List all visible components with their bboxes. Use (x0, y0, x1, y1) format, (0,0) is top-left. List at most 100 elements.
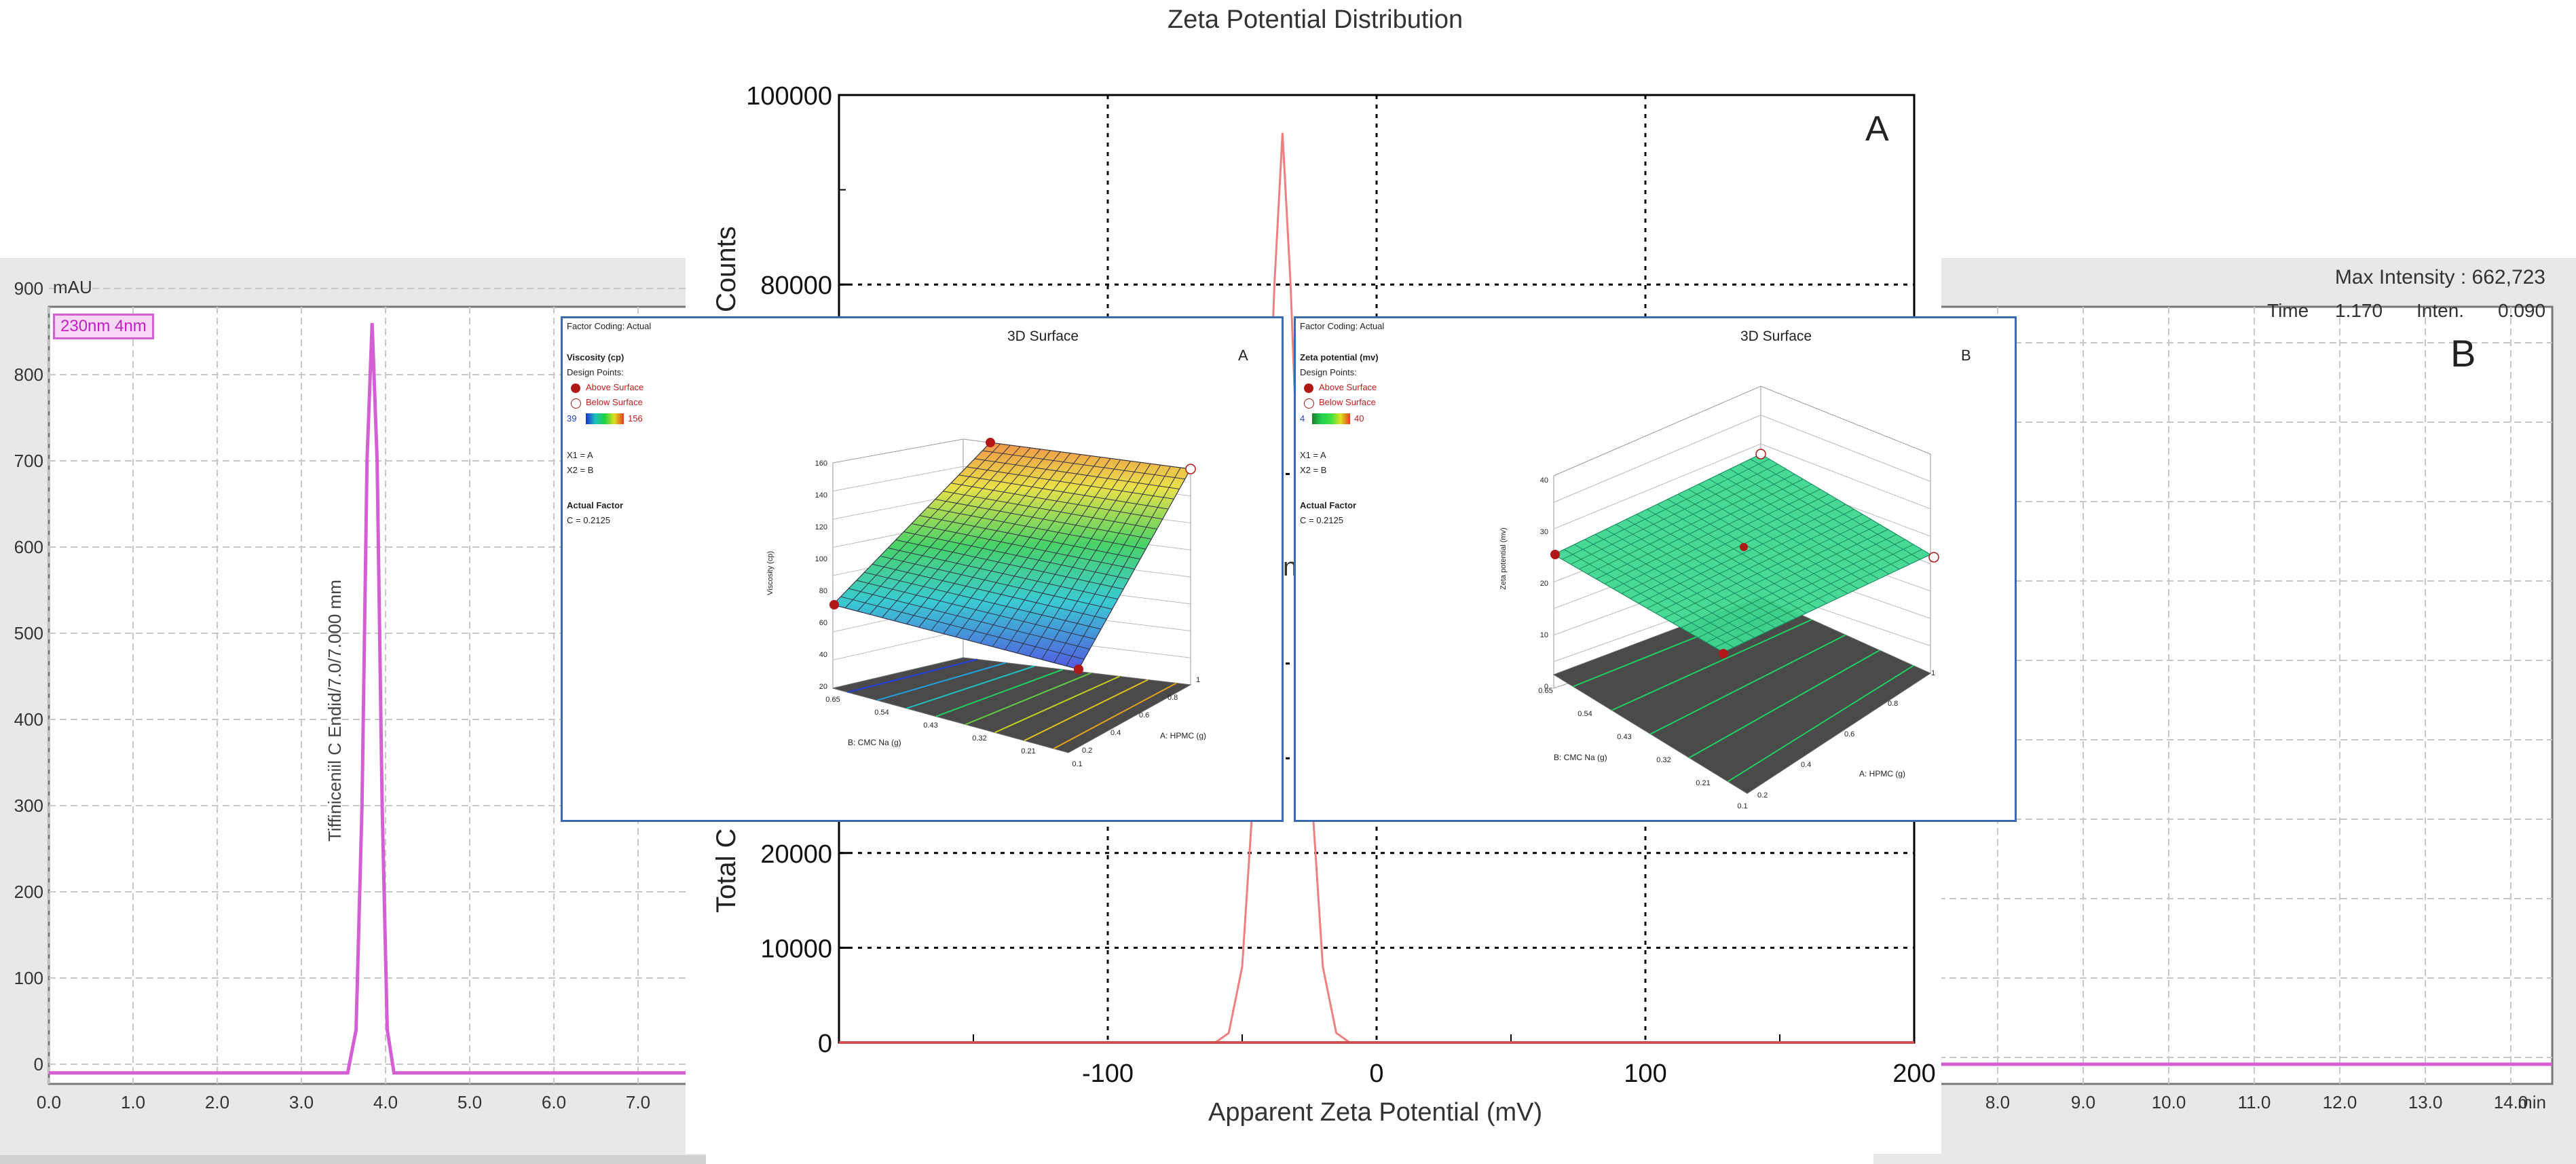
surface-b-factor-coding: Factor Coding: Actual (1300, 321, 1385, 331)
hplc-left-y-tick-label: 500 (14, 623, 43, 643)
surface-a-wall-gridline (832, 630, 964, 660)
hplc-left-y-tick-label: 300 (14, 795, 43, 816)
surface-b-mesh-line (1740, 464, 1910, 565)
surface-b-a-tick-label: 0.8 (1888, 700, 1898, 708)
surface-a-mesh-line (967, 457, 1101, 641)
surface-b-mesh-line (1750, 458, 1921, 560)
surface-a-z-tick-label: 60 (819, 619, 827, 627)
surface-b-a-tick-label: 1 (1931, 669, 1935, 677)
surface-a-a-tick-label: 0.6 (1139, 711, 1149, 719)
surface-b-mesh-line (1719, 474, 1890, 575)
surface-b-contour-line (1650, 634, 1846, 735)
hplc-left-y-tick-label: 200 (14, 882, 43, 902)
surface-b-z-tick-label: 40 (1540, 476, 1548, 485)
surface-a-mesh-line (943, 491, 1157, 529)
surface-b-contour-line (1611, 618, 1812, 711)
surface-a-mesh (832, 442, 1191, 670)
surface-a-above-marker (571, 383, 580, 393)
surface-a-contour-line (876, 662, 1007, 701)
surface-a-below-marker (571, 398, 581, 409)
surface-b-range-max: 40 (1354, 413, 1364, 424)
surface-a-design-point (986, 438, 995, 447)
surface-b-a-tick-label: 0.6 (1844, 730, 1854, 738)
surface-b-mesh-line (1638, 504, 1846, 604)
hplc-right-x-tick-label: 10.0 (2152, 1092, 2186, 1112)
surface-b-z-tick-label: 30 (1540, 528, 1548, 536)
hplc-left-y-unit: mAU (53, 277, 92, 297)
surface-b-design-points: Design Points: (1300, 367, 1357, 377)
surface-a-b-ticks: 0.65 0.54 0.43 0.32 0.21 0.1 (825, 696, 1082, 768)
surface-b-z-tick-label: 10 (1540, 631, 1548, 639)
hplc-left-x-tick-label: 1.0 (121, 1092, 145, 1112)
surface-a-b-tick-label: 0.43 (923, 721, 937, 730)
surface-a-mesh-line (1078, 468, 1191, 670)
surface-b-c-value: C = 0.2125 (1300, 515, 1343, 525)
surface-a-c-value: C = 0.2125 (567, 515, 610, 525)
surface-b-b-tick-label: 0.32 (1656, 756, 1670, 764)
hplc-left-x-ticks: 0.01.02.03.04.05.06.07.08. (37, 1092, 650, 1112)
surface-a-z-tick-label: 20 (819, 683, 827, 691)
hplc-left-y-ticks: 900 800 700 600 500 400 300 200 100 0 (14, 278, 43, 1074)
surface-a-mesh-line (1004, 461, 1131, 650)
surface-b-wall-gridline (1760, 443, 1931, 510)
surface-b-design-point (1550, 550, 1560, 559)
surface-b-plot: 40 30 20 10 0 0.65 0.54 0.43 0.32 0.21 0.1 0.2 0.4… (1538, 386, 1939, 810)
zeta-y-tick-label: 0 (818, 1030, 832, 1058)
surface-a-a-tick-label: 0.4 (1110, 729, 1121, 737)
surface-a-mesh-line (1066, 467, 1181, 667)
surface-b-mesh-line (1672, 524, 1880, 624)
zeta-x-tick-label: 100 (1624, 1059, 1666, 1088)
surface-a-mesh-line (982, 450, 1185, 480)
zeta-xlabel: Apparent Zeta Potential (mV) (1208, 1098, 1543, 1127)
surface-b-mesh-line (1667, 499, 1838, 599)
hplc-right-inten-value: 0.090 (2498, 300, 2546, 321)
hplc-left-x-tick-label: 4.0 (373, 1092, 398, 1112)
surface-a-z-ticks: 160 140 120 100 80 60 40 20 (815, 459, 827, 691)
surface-b-design-point (1719, 649, 1728, 658)
surface-a-wall-gridline (832, 466, 964, 491)
hplc-left-x-tick-label: 5.0 (458, 1092, 482, 1112)
zeta-x-tick-label: 200 (1892, 1059, 1935, 1088)
hplc-left-y-tick-label: 700 (14, 451, 43, 471)
surface-a-mesh-line (955, 455, 1091, 637)
surface-a-mesh-line (927, 507, 1146, 550)
surface-b-colorbar (1312, 413, 1350, 424)
surface-a-range-max: 156 (628, 413, 643, 424)
surface-a-mesh-line (919, 515, 1140, 560)
surface-b-b-tick-label: 0.21 (1696, 779, 1710, 787)
surface-a-contour-line (1024, 679, 1149, 742)
surface-a-actual-factor: Actual Factor (567, 500, 624, 510)
hplc-right-x-tick-label: 11.0 (2238, 1092, 2271, 1112)
zeta-y-tick-label: 10000 (760, 935, 832, 963)
surface-b-wall-gridline (1553, 415, 1761, 503)
surface-b-mesh (1553, 453, 1931, 653)
surface-b-z-tick-label: 20 (1540, 580, 1548, 588)
surface-b-mesh-line (1655, 514, 1863, 614)
surface-a-mesh-line (1029, 463, 1151, 657)
surface-b-b-tick-label: 0.54 (1578, 710, 1592, 718)
zeta-y-tick-label: 20000 (760, 840, 832, 869)
hplc-left-y-tick-label: 400 (14, 709, 43, 730)
surface-b-x2: X2 = B (1300, 465, 1327, 475)
surface-a-a-tick-label: 0.2 (1082, 747, 1092, 755)
surface-a-factor-coding: Factor Coding: Actual (567, 321, 652, 331)
surface-b-design-point (1928, 552, 1939, 563)
hplc-left-x-tick-label: 3.0 (289, 1092, 314, 1112)
surface-a-mesh-line (1053, 466, 1171, 663)
surface-b-mesh-line (1698, 539, 1905, 638)
hplc-left-x-tick-label: 0.0 (37, 1092, 61, 1112)
surface-b-z-ticks: 40 30 20 10 0 (1540, 476, 1548, 691)
surface-b-z-tick-label: 0 (1544, 683, 1548, 691)
surface-b-contour-line (1727, 664, 1914, 783)
zeta-ylabel-bottom: Total C (711, 828, 741, 914)
surface-a-contour-line (1053, 682, 1177, 749)
surface-a-mesh-line (935, 499, 1152, 540)
surface-a-a-axis-label: A: HPMC (g) (1160, 731, 1207, 740)
surface-a-title: 3D Surface (1007, 328, 1079, 344)
surface-a-below-label: Below Surface (586, 397, 643, 407)
surface-b-panel: Factor Coding: Actual 3D Surface B Zeta … (1294, 316, 2017, 822)
surface-b-letter: B (1961, 347, 1971, 364)
surface-a-contour-line (935, 669, 1063, 717)
surface-b-mesh-line (1698, 483, 1869, 584)
surface-a-design-point (1074, 664, 1083, 674)
